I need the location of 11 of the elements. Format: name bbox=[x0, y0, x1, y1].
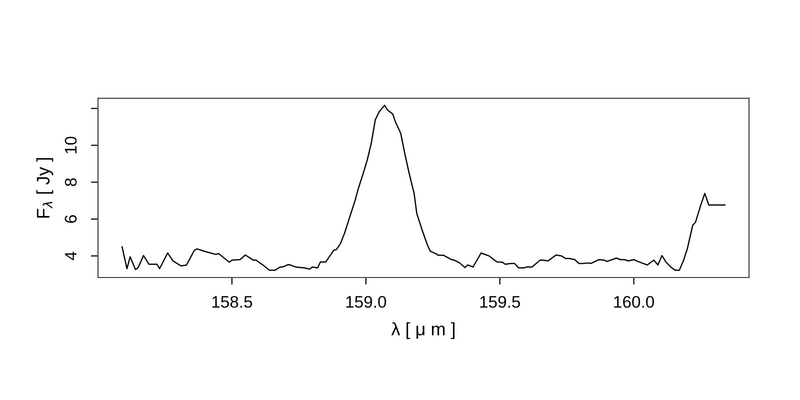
x-tick-label: 159.5 bbox=[480, 296, 520, 308]
y-axis-title: F$_{λ}$ [ Jy ] bbox=[36, 158, 54, 218]
y-tick-label: 10 bbox=[64, 136, 77, 154]
line-series bbox=[121, 104, 726, 271]
y-tick-label: 6 bbox=[64, 215, 77, 223]
x-tick-label: 159.0 bbox=[346, 296, 386, 308]
y-tick-label: 8 bbox=[64, 178, 77, 186]
x-tick-label: 158.5 bbox=[212, 296, 252, 308]
x-tick-label: 160.0 bbox=[614, 296, 654, 308]
x-axis-title: λ [ μ m ] bbox=[391, 322, 454, 340]
y-tick-label: 4 bbox=[65, 252, 76, 260]
